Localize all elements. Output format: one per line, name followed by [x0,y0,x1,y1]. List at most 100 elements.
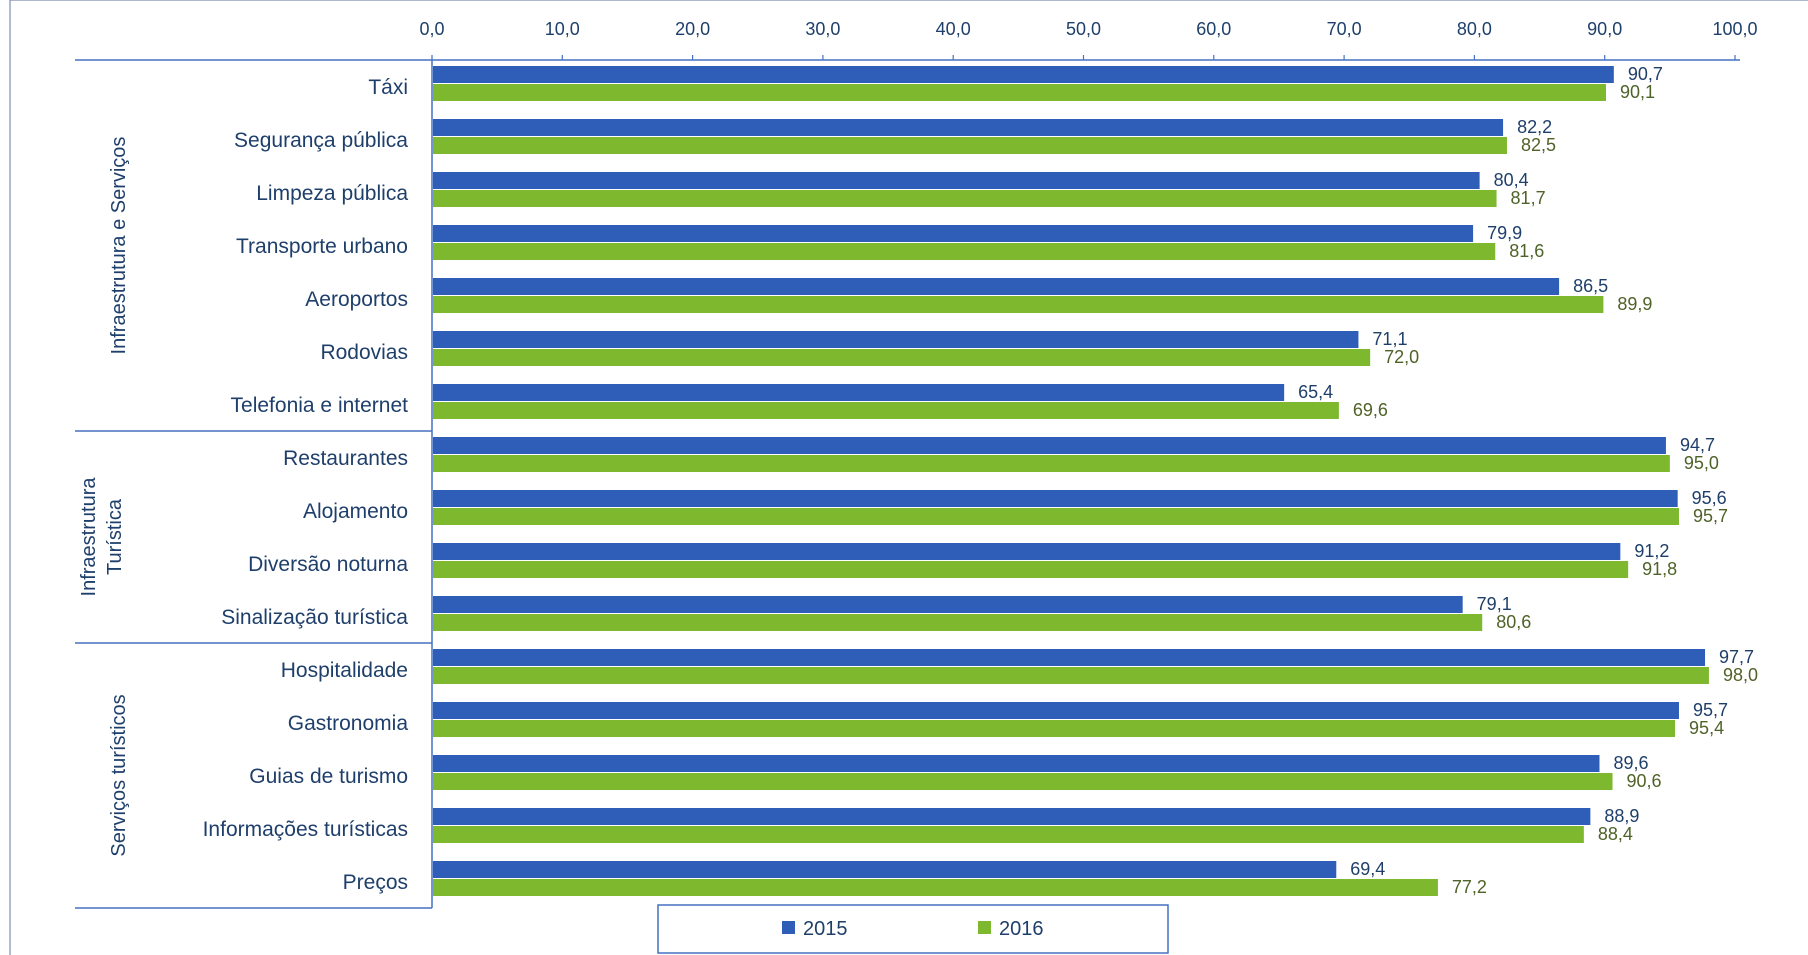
x-tick-label: 50,0 [1066,19,1101,39]
data-label-2015: 94,7 [1680,435,1715,455]
x-tick-label: 0,0 [419,19,444,39]
data-label-2015: 82,2 [1517,117,1552,137]
category-label: Preços [343,871,408,894]
data-label-2016: 90,6 [1627,771,1662,791]
category-label: Rodovias [320,341,408,364]
data-label-2015: 97,7 [1719,647,1754,667]
data-label-2016: 95,4 [1689,718,1724,738]
bar-2016 [433,773,1613,790]
data-label-2016: 72,0 [1384,347,1419,367]
category-label: Transporte urbano [236,235,408,258]
bar-2016 [433,296,1604,313]
group-label-line: Turística [104,498,126,575]
category-label: Aeroportos [305,288,408,311]
bar-2015 [433,543,1621,560]
x-tick-label: 100,0 [1712,19,1757,39]
data-label-2015: 91,2 [1634,541,1669,561]
x-tick-label: 20,0 [675,19,710,39]
bar-2016 [433,243,1496,260]
bar-2015 [433,278,1560,295]
bar-2016 [433,190,1497,207]
bar-2016 [433,137,1507,154]
category-label: Telefonia e internet [231,394,409,417]
data-label-2016: 98,0 [1723,665,1758,685]
group-label-line: Infraestrutura e Serviços [108,137,130,355]
bar-2015 [433,702,1679,719]
data-label-2015: 65,4 [1298,382,1333,402]
data-label-2016: 95,0 [1684,453,1719,473]
bar-2015 [433,384,1285,401]
data-label-2016: 82,5 [1521,135,1556,155]
category-label: Guias de turismo [249,765,408,788]
bars: Táxi 90,790,1 Segurança pública 82,282,5 Lim… [203,64,1758,897]
bar-2016 [433,879,1438,896]
bar-2016 [433,667,1709,684]
data-label-2016: 77,2 [1452,877,1487,897]
category-label: Informações turísticas [203,818,408,841]
data-label-2015: 80,4 [1494,170,1529,190]
category-label: Sinalização turística [221,606,408,629]
x-axis-ticks: 0,0 10,0 20,0 30,0 40,0 50,0 60,0 70,0 80,0 90,0 1… [419,19,1758,60]
legend: 2015 2016 [657,904,1169,954]
data-label-2016: 95,7 [1693,506,1728,526]
category-label: Segurança pública [234,129,408,152]
bar-2016 [433,826,1584,843]
group-label: Infraestrutura e Serviços [108,137,130,355]
data-label-2015: 95,7 [1693,700,1728,720]
group-label-line: Serviços turísticos [108,694,130,856]
data-label-2016: 89,9 [1617,294,1652,314]
data-label-2016: 69,6 [1353,400,1388,420]
category-label: Alojamento [303,500,408,523]
bar-2016 [433,84,1607,101]
data-label-2015: 88,9 [1604,806,1639,826]
category-label: Táxi [368,76,408,99]
bar-2015 [433,66,1614,83]
category-label: Diversão noturna [248,553,408,576]
bar-2016 [433,455,1670,472]
data-label-2015: 95,6 [1692,488,1727,508]
legend-label-2016: 2016 [999,918,1044,940]
data-label-2016: 88,4 [1598,824,1633,844]
category-label: Gastronomia [288,712,409,735]
group-label: Infraestrutura Turística [78,477,126,597]
legend-swatch-2015 [782,921,795,934]
x-tick-label: 10,0 [545,19,580,39]
bar-2016 [433,349,1371,366]
bar-2016 [433,402,1339,419]
data-label-2015: 89,6 [1613,753,1648,773]
data-label-2016: 81,6 [1509,241,1544,261]
bar-2016 [433,720,1676,737]
bar-2015 [433,861,1337,878]
data-label-2015: 79,9 [1487,223,1522,243]
data-label-2015: 86,5 [1573,276,1608,296]
bar-2015 [433,119,1504,136]
x-tick-label: 30,0 [805,19,840,39]
bar-2015 [433,490,1678,507]
bar-2015 [433,225,1474,242]
bar-2015 [433,172,1480,189]
x-tick-label: 60,0 [1196,19,1231,39]
category-label: Restaurantes [283,447,408,470]
data-label-2015: 90,7 [1628,64,1663,84]
category-label: Limpeza pública [256,182,408,205]
bar-2015 [433,437,1666,454]
bar-2016 [433,508,1679,525]
bar-2015 [433,331,1359,348]
data-label-2016: 91,8 [1642,559,1677,579]
data-label-2015: 79,1 [1477,594,1512,614]
x-tick-label: 90,0 [1587,19,1622,39]
bar-2016 [433,561,1629,578]
legend-label-2015: 2015 [803,918,848,940]
legend-box [657,904,1169,954]
x-tick-label: 40,0 [936,19,971,39]
group-label: Serviços turísticos [108,694,130,856]
chart-frame [9,0,1808,955]
category-label: Hospitalidade [281,659,408,682]
group-label-line: Infraestrutura [78,477,100,597]
data-label-2016: 81,7 [1511,188,1546,208]
x-tick-label: 80,0 [1457,19,1492,39]
data-label-2016: 80,6 [1496,612,1531,632]
x-tick-label: 70,0 [1327,19,1362,39]
